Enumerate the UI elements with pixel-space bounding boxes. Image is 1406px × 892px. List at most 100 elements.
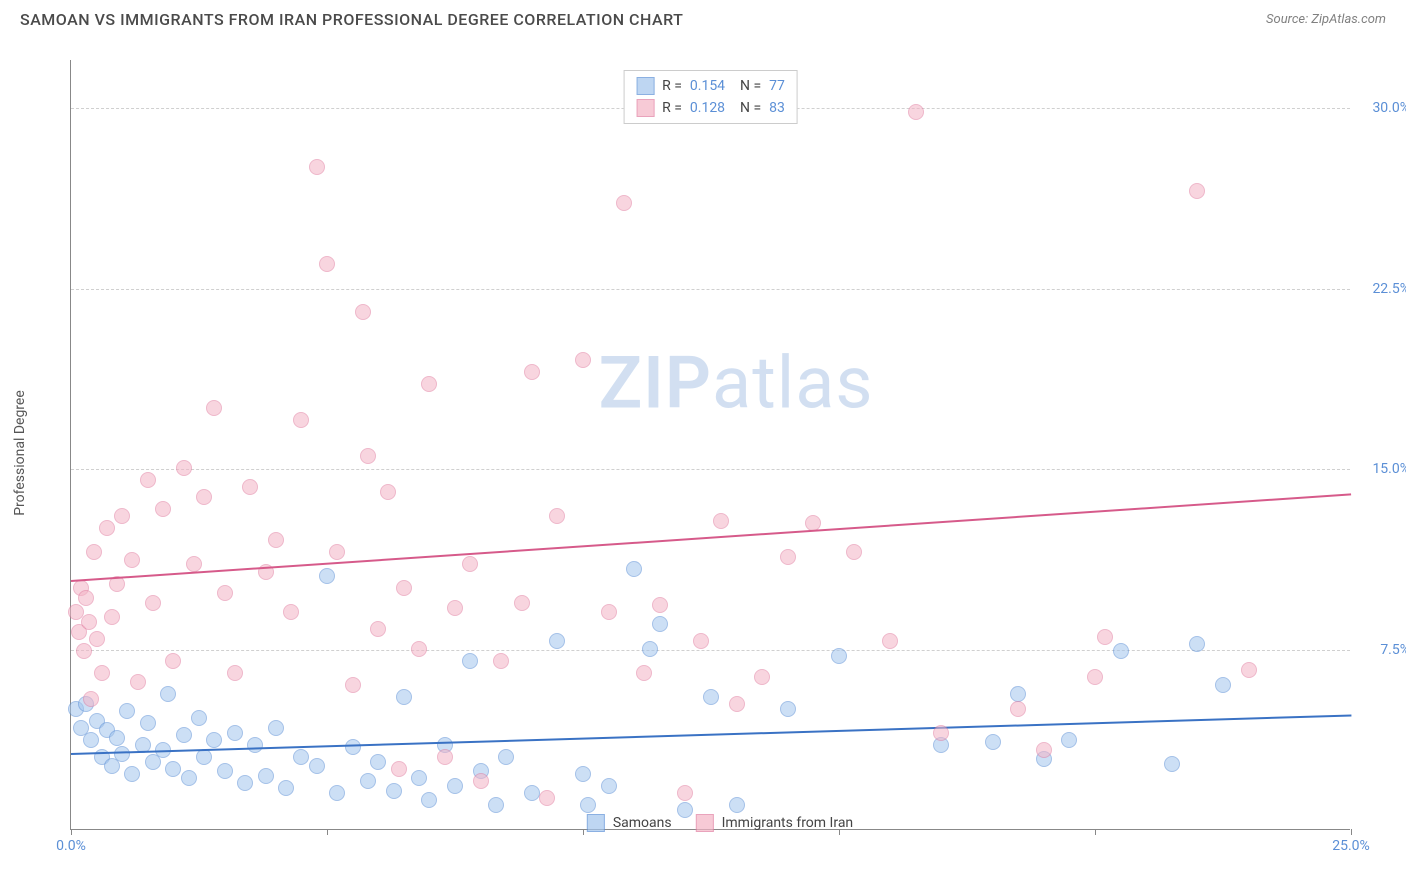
data-point	[165, 653, 181, 669]
legend-n-value: 77	[769, 78, 785, 94]
data-point	[447, 778, 463, 794]
data-point	[1061, 732, 1077, 748]
data-point	[124, 552, 140, 568]
legend-series: Samoans Immigrants from Iran	[587, 814, 853, 832]
chart-container: Professional Degree ZIPatlas R = 0.154 N…	[50, 50, 1390, 840]
data-point	[293, 749, 309, 765]
legend-row: R = 0.128 N = 83	[636, 97, 785, 119]
data-point	[677, 785, 693, 801]
y-tick-label: 15.0%	[1372, 461, 1406, 477]
data-point	[227, 665, 243, 681]
data-point	[846, 544, 862, 560]
data-point	[109, 730, 125, 746]
data-point	[626, 561, 642, 577]
x-tick	[1351, 829, 1352, 835]
data-point	[181, 770, 197, 786]
header: SAMOAN VS IMMIGRANTS FROM IRAN PROFESSIO…	[0, 0, 1406, 34]
data-point	[1087, 669, 1103, 685]
data-point	[985, 734, 1001, 750]
data-point	[882, 633, 898, 649]
data-point	[124, 766, 140, 782]
data-point	[575, 352, 591, 368]
data-point	[130, 674, 146, 690]
data-point	[575, 766, 591, 782]
data-point	[831, 648, 847, 664]
data-point	[580, 797, 596, 813]
gridline	[71, 289, 1350, 290]
legend-r-label: R =	[662, 78, 682, 94]
data-point	[145, 595, 161, 611]
data-point	[355, 304, 371, 320]
data-point	[601, 604, 617, 620]
data-point	[319, 256, 335, 272]
data-point	[693, 633, 709, 649]
legend-label: Immigrants from Iran	[722, 815, 854, 831]
data-point	[549, 633, 565, 649]
x-tick	[71, 829, 72, 835]
data-point	[370, 754, 386, 770]
data-point	[636, 665, 652, 681]
data-point	[1241, 662, 1257, 678]
data-point	[119, 703, 135, 719]
data-point	[268, 720, 284, 736]
data-point	[196, 749, 212, 765]
x-tick-label: 0.0%	[56, 838, 86, 854]
legend-r-label: R =	[662, 100, 682, 116]
legend-swatch	[636, 77, 654, 95]
data-point	[380, 484, 396, 500]
data-point	[1097, 629, 1113, 645]
x-tick	[327, 829, 328, 835]
data-point	[360, 773, 376, 789]
data-point	[437, 749, 453, 765]
data-point	[729, 797, 745, 813]
legend-label: Samoans	[613, 815, 672, 831]
data-point	[83, 691, 99, 707]
data-point	[616, 195, 632, 211]
data-point	[1113, 643, 1129, 659]
data-point	[196, 489, 212, 505]
legend-correlation: R = 0.154 N = 77R = 0.128 N = 83	[623, 70, 798, 124]
data-point	[186, 556, 202, 572]
data-point	[309, 758, 325, 774]
data-point	[217, 585, 233, 601]
data-point	[1189, 183, 1205, 199]
data-point	[278, 780, 294, 796]
data-point	[293, 412, 309, 428]
y-tick-label: 7.5%	[1380, 642, 1406, 658]
data-point	[78, 590, 94, 606]
data-point	[642, 641, 658, 657]
data-point	[258, 768, 274, 784]
data-point	[391, 761, 407, 777]
data-point	[780, 549, 796, 565]
data-point	[242, 479, 258, 495]
data-point	[114, 508, 130, 524]
x-tick-label: 25.0%	[1332, 838, 1370, 854]
data-point	[81, 614, 97, 630]
legend-n-label: N =	[733, 78, 761, 94]
x-tick	[1095, 829, 1096, 835]
data-point	[104, 609, 120, 625]
watermark: ZIPatlas	[599, 340, 874, 425]
data-point	[155, 501, 171, 517]
legend-swatch	[636, 99, 654, 117]
data-point	[933, 725, 949, 741]
data-point	[1010, 701, 1026, 717]
data-point	[462, 653, 478, 669]
y-axis-label: Professional Degree	[12, 390, 28, 516]
gridline	[71, 469, 1350, 470]
data-point	[370, 621, 386, 637]
data-point	[176, 460, 192, 476]
legend-swatch	[696, 814, 714, 832]
x-tick	[583, 829, 584, 835]
data-point	[652, 616, 668, 632]
data-point	[652, 597, 668, 613]
data-point	[1215, 677, 1231, 693]
data-point	[713, 513, 729, 529]
legend-row: R = 0.154 N = 77	[636, 75, 785, 97]
data-point	[283, 604, 299, 620]
data-point	[360, 448, 376, 464]
data-point	[329, 544, 345, 560]
data-point	[176, 727, 192, 743]
data-point	[227, 725, 243, 741]
data-point	[329, 785, 345, 801]
